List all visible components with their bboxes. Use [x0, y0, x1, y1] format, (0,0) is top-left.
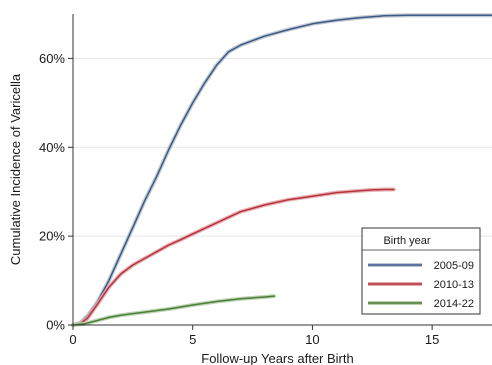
x-axis-label: Follow-up Years after Birth — [201, 351, 353, 365]
y-tick-label-1: 20% — [39, 229, 65, 244]
legend-entry-2: 2014-22 — [434, 298, 474, 310]
legend-entry-1: 2010-13 — [434, 279, 474, 291]
y-axis-label: Cumulative Incidence of Varicella — [8, 73, 23, 265]
legend: Birth year 2005-09 2010-13 2014-22 — [361, 227, 481, 315]
legend-title: Birth year — [383, 235, 430, 247]
series-2-line — [72, 295, 275, 326]
legend-entry-0: 2005-09 — [434, 260, 474, 272]
x-tick-label-3: 15 — [425, 332, 439, 347]
y-tick-label-2: 40% — [39, 140, 65, 155]
x-tick-label-2: 10 — [305, 332, 319, 347]
legend-entries: 2005-09 2010-13 2014-22 — [368, 260, 474, 310]
series-0-line — [72, 14, 492, 326]
legend-box — [361, 227, 481, 315]
x-tick-label-0: 0 — [69, 332, 76, 347]
y-ticks: 0% 20% 40% 60% — [39, 51, 73, 333]
y-tick-label-3: 60% — [39, 51, 65, 66]
x-ticks: 0 5 10 15 — [69, 325, 439, 347]
y-tick-label-0: 0% — [46, 318, 65, 333]
series-group — [71, 13, 492, 327]
x-tick-label-1: 5 — [189, 332, 196, 347]
series-1-line — [72, 188, 395, 326]
